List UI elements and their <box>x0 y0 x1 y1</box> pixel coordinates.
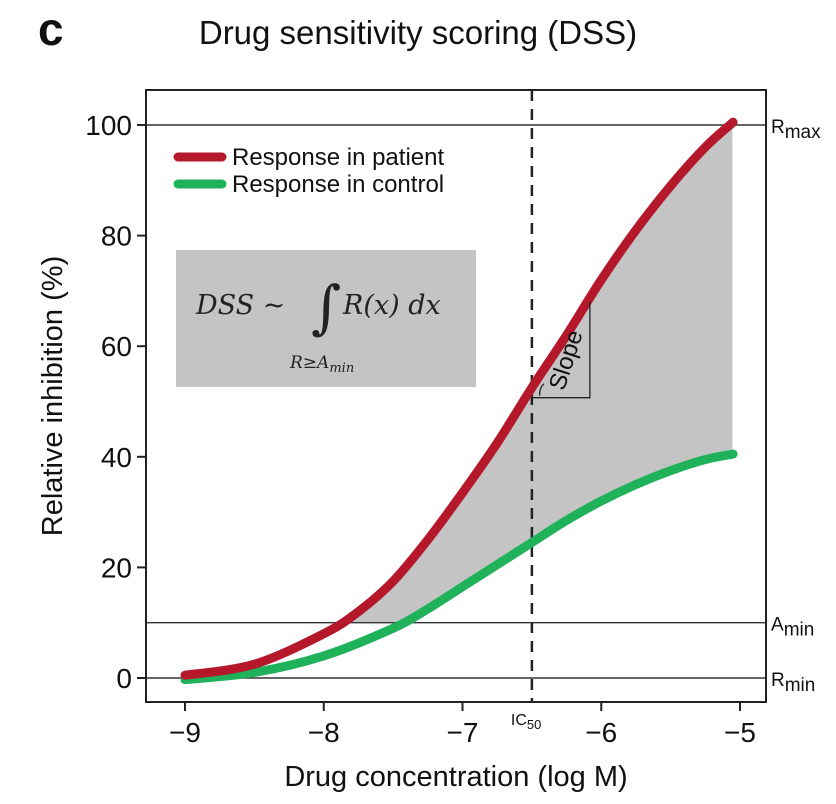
x-axis-title: Drug concentration (log M) <box>284 761 627 793</box>
formula-lower-limit: R≥Amin <box>289 353 354 376</box>
y-tick-label: 100 <box>85 110 132 141</box>
axes: 0 20 40 60 80 100 −9 −8 −7 −6 −5 Drug concentration… <box>37 89 767 793</box>
series-line-control <box>180 449 738 685</box>
shaded-dss-area <box>341 122 733 623</box>
legend-label-1: Response in control <box>232 171 444 198</box>
ref-label-rmax: Rmax <box>771 117 821 143</box>
y-tick-label: 80 <box>101 221 132 252</box>
formula-integrand: R(x) dx <box>342 290 441 321</box>
x-tick-label: −7 <box>447 717 479 748</box>
x-tick-label: −5 <box>724 717 756 748</box>
plot-frame <box>145 89 767 703</box>
y-tick-label: 60 <box>101 331 132 362</box>
reference-lines: Rmax Amin Rmin IC50 <box>146 90 821 732</box>
series-line-patient <box>180 117 738 680</box>
y-axis-title: Relative inhibition (%) <box>37 256 69 536</box>
panel-letter: c <box>38 3 64 55</box>
y-tick-label: 20 <box>101 552 132 583</box>
slope-arc <box>539 383 545 396</box>
ref-label-ic50: IC50 <box>511 712 541 732</box>
formula-lhs: DSS ~ <box>195 290 285 321</box>
formula-box <box>176 250 476 387</box>
x-tick-label: −8 <box>308 717 340 748</box>
x-tick-label: −6 <box>585 717 617 748</box>
formula-integral-sign: ∫ <box>311 273 341 341</box>
y-tick-label: 0 <box>116 663 132 694</box>
chart-title: Drug sensitivity scoring (DSS) <box>198 14 638 51</box>
ref-label-amin: Amin <box>771 615 814 641</box>
legend-label-0: Response in patient <box>232 144 444 171</box>
ref-label-rmin: Rmin <box>771 670 815 696</box>
curves <box>180 117 738 685</box>
shaded-area-layer <box>341 122 733 623</box>
slope-triangle <box>531 301 591 399</box>
x-tick-label: −9 <box>169 717 201 748</box>
y-tick-label: 40 <box>101 442 132 473</box>
